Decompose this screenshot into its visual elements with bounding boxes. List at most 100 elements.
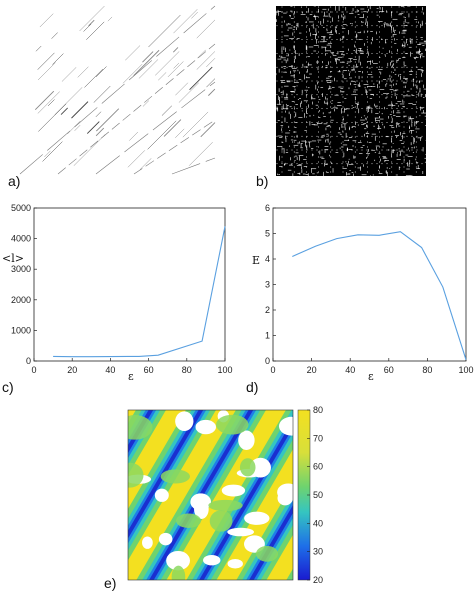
masked-region [227, 559, 243, 569]
chart-d-frame [272, 207, 467, 362]
recurrence-line [139, 158, 152, 170]
recurrence-line [175, 128, 185, 139]
recurrence-line [206, 58, 216, 68]
recurrence-line [93, 85, 111, 103]
recurrence-line [127, 150, 146, 168]
y-tick-label: 2000 [11, 295, 31, 305]
chart-d-xlabel: ε [368, 370, 374, 383]
recurrence-line [83, 23, 92, 32]
x-tick-label: 0 [270, 365, 275, 375]
recurrence-line [84, 68, 104, 88]
contour-patch [171, 565, 186, 580]
contour-patch [160, 469, 190, 484]
panel-label-c: c) [2, 379, 14, 395]
masked-region [238, 430, 255, 451]
y-tick-label: 2 [265, 305, 270, 315]
contour-band [149, 410, 254, 580]
contour-patch [216, 414, 249, 435]
recurrence-line [142, 100, 150, 107]
contour-patch [128, 462, 144, 488]
recurrence-line [173, 62, 180, 69]
recurrence-line [61, 67, 77, 82]
recurrence-line [19, 5, 216, 175]
recurrence-line [77, 66, 89, 78]
y-tick-label: 3 [265, 280, 270, 290]
chart-c-frame [33, 207, 226, 362]
recurrence-line [133, 49, 160, 77]
recurrence-line [171, 157, 216, 175]
y-tick-label: 6 [265, 203, 270, 213]
recurrence-line [148, 14, 181, 48]
x-tick-label: 80 [422, 365, 432, 375]
recurrence-line [189, 66, 213, 91]
recurrence-line [37, 62, 56, 81]
recurrence-line [96, 108, 120, 132]
masked-region [203, 554, 221, 566]
recurrence-line [47, 99, 55, 107]
recurrence-line [95, 66, 107, 78]
recurrence-line [37, 52, 55, 70]
y-tick-label: 4000 [11, 234, 31, 244]
x-tick-label: 80 [182, 365, 192, 375]
recurrence-line [86, 21, 105, 40]
series-line [292, 231, 467, 360]
contour-patch [176, 513, 202, 528]
heatmap-frame [127, 409, 294, 581]
recurrence-line [182, 111, 209, 138]
recurrence-line [138, 59, 159, 79]
recurrence-line [200, 122, 216, 138]
y-tick-label: 1 [265, 331, 270, 341]
recurrence-line [173, 9, 198, 34]
panel-b-recurrence-plot [275, 5, 427, 177]
colorbar-tick-label: 40 [313, 518, 323, 528]
series-line [53, 226, 226, 358]
recurrence-line [178, 82, 199, 103]
recurrence-line [88, 19, 95, 27]
recurrence-line [188, 141, 213, 166]
colorbar-tick-label: 50 [313, 490, 323, 500]
recurrence-line [37, 91, 60, 114]
contour-band [128, 410, 154, 454]
recurrence-line [161, 105, 172, 116]
y-tick-label: 5 [265, 229, 270, 239]
y-tick-label: 0 [265, 356, 270, 366]
recurrence-line [206, 78, 216, 88]
masked-region [277, 483, 293, 502]
recurrence-line [42, 141, 63, 162]
masked-region [244, 511, 270, 525]
recurrence-line [34, 90, 55, 111]
chart-d-ticks: 0 20 40 60 80 100 0 1 2 3 4 5 6 [265, 203, 474, 375]
recurrence-line [71, 101, 89, 119]
x-tick-label: 40 [345, 365, 355, 375]
masked-region [166, 550, 190, 571]
masked-region [154, 488, 169, 502]
y-tick-label: 3000 [11, 264, 31, 274]
masked-region [221, 484, 246, 497]
y-tick-label: 4 [265, 254, 270, 264]
masked-region [195, 419, 217, 435]
colorbar-tick-label: 80 [313, 405, 323, 415]
recurrence-line [38, 103, 67, 132]
colorbar-tick-label: 70 [313, 433, 323, 443]
colorbar-tick-label: 20 [313, 575, 323, 585]
chart-d-ylabel: E [252, 254, 260, 267]
colorbar: 20 30 40 50 60 70 80 [297, 405, 323, 585]
recurrence-line [175, 82, 189, 96]
recurrence-line [172, 47, 179, 53]
chart-c-xlabel: ε [128, 370, 134, 383]
contour-band [128, 410, 204, 539]
recurrence-line [191, 11, 198, 19]
recurrence-line [163, 119, 182, 137]
recurrence-line [197, 49, 206, 59]
recurrence-line [122, 64, 143, 84]
colorbar-tick-label: 30 [313, 547, 323, 557]
masked-region [142, 536, 153, 549]
panel-b-background [276, 6, 426, 176]
masked-region [175, 411, 194, 432]
y-tick-label: 0 [26, 356, 31, 366]
recurrence-line [196, 19, 216, 39]
panel-e-heatmap [127, 409, 294, 581]
recurrence-line [79, 5, 105, 32]
recurrence-line [57, 43, 216, 175]
